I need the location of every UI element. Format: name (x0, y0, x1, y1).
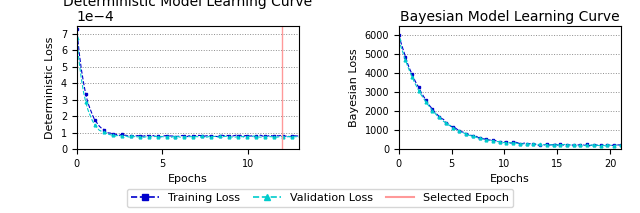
Line: Validation Loss: Validation Loss (397, 38, 622, 147)
Training Loss (601, 144, 609, 147)
Legend: Training Loss, Validation Loss, Selected Epoch: Training Loss, Validation Loss, Selected… (127, 189, 513, 207)
Validation Loss (207, 136, 215, 138)
Training Loss (527, 142, 535, 145)
X-axis label: Epochs: Epochs (490, 174, 530, 184)
Validation Loss (438, 118, 445, 121)
Line: Training Loss: Training Loss (76, 27, 300, 139)
Training Loss (116, 134, 124, 137)
Training Loss (73, 27, 81, 30)
Training Loss (239, 136, 246, 138)
Validation Loss (279, 135, 287, 138)
Title: Deterministic Model Learning Curve: Deterministic Model Learning Curve (63, 0, 312, 9)
Training Loss (586, 145, 593, 147)
Line: Training Loss: Training Loss (397, 33, 622, 147)
Validation Loss (189, 136, 197, 138)
Line: Validation Loss: Validation Loss (76, 37, 300, 139)
Validation Loss (286, 135, 294, 138)
Validation Loss (125, 136, 132, 138)
Validation Loss (73, 37, 81, 40)
Title: Bayesian Model Learning Curve: Bayesian Model Learning Curve (400, 10, 620, 24)
Validation Loss (605, 144, 613, 146)
Training Loss (608, 144, 616, 147)
Training Loss (205, 134, 213, 137)
X-axis label: Epochs: Epochs (168, 174, 208, 184)
Validation Loss (509, 141, 517, 144)
Validation Loss (610, 145, 618, 147)
Validation Loss (395, 38, 403, 40)
Training Loss (447, 125, 454, 127)
Training Loss (188, 135, 195, 137)
Training Loss (617, 144, 625, 146)
Validation Loss (116, 135, 124, 137)
Training Loss (438, 117, 445, 120)
Training Loss (279, 135, 287, 138)
Validation Loss (599, 144, 607, 147)
Training Loss (125, 135, 132, 137)
Training Loss (286, 135, 294, 138)
Training Loss (295, 135, 303, 137)
Y-axis label: Deterministic Loss: Deterministic Loss (45, 36, 55, 138)
Validation Loss (527, 143, 535, 146)
Validation Loss (167, 136, 175, 138)
Y-axis label: Bayesian Loss: Bayesian Loss (349, 48, 359, 127)
Validation Loss (617, 144, 625, 146)
Validation Loss (447, 124, 454, 127)
Training Loss (509, 141, 517, 144)
Training Loss (395, 34, 403, 36)
Validation Loss (295, 136, 303, 138)
